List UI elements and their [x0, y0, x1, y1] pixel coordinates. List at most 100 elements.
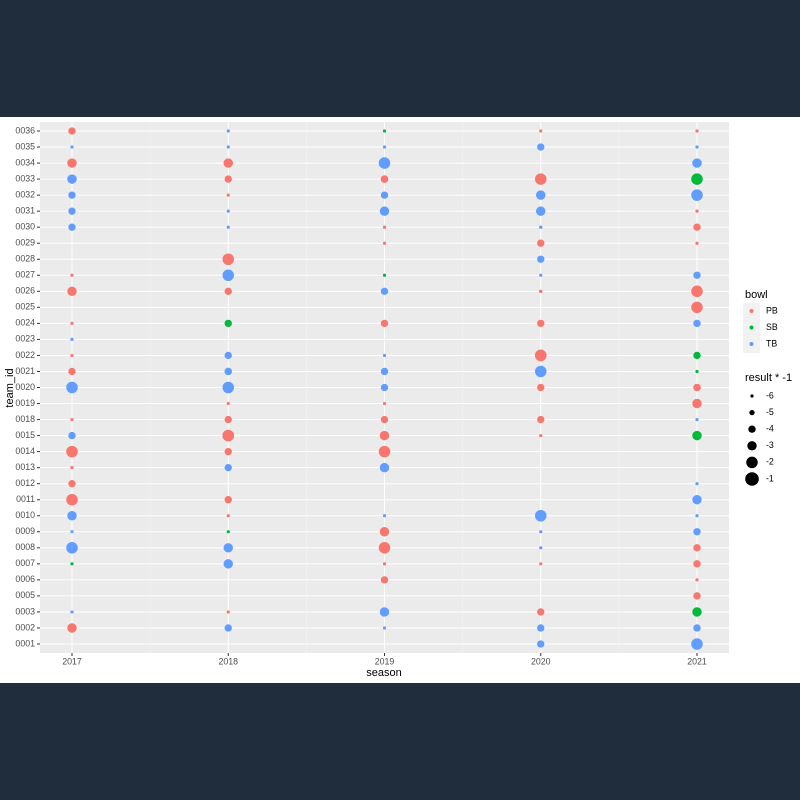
y-tick-label: 0028 — [15, 254, 35, 264]
point — [691, 638, 703, 650]
point — [70, 273, 74, 277]
point — [691, 301, 703, 314]
point — [224, 415, 232, 424]
point — [224, 624, 232, 632]
point — [224, 287, 232, 295]
size-legend-label: -3 — [766, 440, 774, 450]
y-tick-label: 0027 — [15, 270, 35, 280]
point — [695, 417, 699, 422]
size-legend-label: -1 — [766, 473, 774, 483]
point — [536, 206, 546, 216]
legend-label: TB — [766, 338, 777, 348]
point — [693, 560, 701, 568]
point — [695, 369, 699, 374]
y-tick-label: 0022 — [15, 350, 35, 360]
point — [224, 447, 232, 456]
point — [68, 207, 76, 215]
point — [537, 143, 545, 151]
x-tick-label: 2017 — [62, 656, 82, 666]
point — [382, 273, 387, 277]
point — [539, 129, 543, 133]
point — [70, 353, 74, 358]
point — [693, 544, 701, 552]
y-tick-label: 0031 — [15, 205, 35, 215]
point — [382, 145, 387, 149]
y-tick-label: 0026 — [15, 286, 35, 296]
point — [691, 173, 703, 185]
legend-swatch — [749, 309, 754, 313]
y-tick-label: 0021 — [15, 366, 35, 376]
y-tick-label: 0007 — [15, 558, 35, 568]
point — [695, 482, 699, 486]
y-tick-label: 0003 — [15, 606, 35, 616]
size-legend-label: -4 — [766, 424, 774, 434]
point — [539, 273, 543, 277]
point — [380, 319, 389, 328]
point — [692, 494, 702, 505]
y-tick-label: 0024 — [15, 318, 35, 328]
point — [70, 466, 74, 470]
point — [226, 129, 230, 133]
point — [226, 193, 230, 197]
point — [224, 175, 232, 183]
y-tick-label: 0015 — [15, 430, 35, 440]
point — [224, 351, 232, 360]
point — [70, 530, 74, 534]
point — [226, 610, 230, 614]
point — [222, 429, 235, 442]
point — [70, 546, 74, 550]
point — [224, 496, 232, 504]
size-legend-swatch — [748, 425, 756, 433]
point — [379, 527, 390, 537]
point — [380, 175, 389, 183]
y-tick-label: 0001 — [15, 638, 35, 648]
point — [537, 640, 545, 648]
point — [534, 349, 547, 362]
x-tick-label: 2019 — [375, 656, 395, 666]
point — [382, 193, 387, 197]
point — [691, 285, 703, 298]
point — [379, 462, 390, 473]
point — [224, 463, 232, 472]
point — [534, 509, 547, 522]
point — [693, 319, 701, 328]
point — [70, 321, 74, 325]
size-legend-label: -5 — [766, 407, 774, 417]
point — [66, 493, 78, 506]
point — [379, 430, 390, 441]
point — [382, 353, 387, 358]
point — [382, 562, 387, 566]
size-legend-title: result * -1 — [745, 372, 792, 384]
point — [539, 225, 543, 229]
legend-swatch — [749, 325, 754, 330]
point — [539, 562, 543, 566]
point — [539, 433, 543, 438]
point — [380, 415, 389, 424]
y-axis-title: team_id — [4, 368, 16, 407]
point — [534, 365, 547, 378]
y-tick-label: 0033 — [15, 173, 35, 183]
point — [382, 626, 387, 630]
point — [378, 157, 391, 169]
y-tick-label: 0002 — [15, 622, 35, 632]
point — [70, 562, 74, 566]
point — [695, 129, 699, 133]
point — [380, 287, 389, 295]
y-tick-label: 0011 — [16, 494, 35, 504]
point — [226, 209, 230, 213]
y-tick-label: 0020 — [15, 382, 35, 392]
point — [378, 445, 391, 458]
point — [226, 401, 230, 406]
point — [226, 530, 230, 534]
y-tick-label: 0034 — [15, 157, 35, 167]
point — [695, 241, 699, 245]
point — [67, 511, 77, 521]
y-tick-label: 0005 — [15, 590, 35, 600]
legend-swatch — [749, 342, 754, 346]
y-tick-label: 0012 — [15, 478, 35, 488]
point — [67, 623, 77, 633]
y-tick-label: 0008 — [15, 542, 35, 552]
point — [67, 158, 77, 168]
point — [692, 607, 702, 617]
